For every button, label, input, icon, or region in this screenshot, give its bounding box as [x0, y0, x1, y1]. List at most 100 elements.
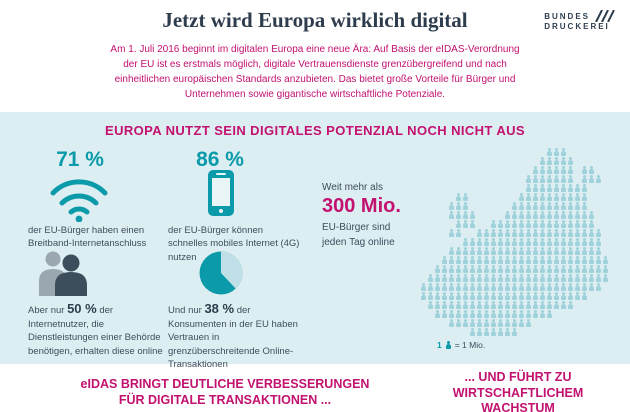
person-icon [561, 301, 566, 309]
person-icon [456, 301, 461, 309]
person-icon [505, 301, 510, 309]
person-icon [589, 229, 594, 237]
person-icon [540, 256, 545, 264]
person-icon [428, 274, 433, 282]
person-icon [596, 175, 601, 183]
person-icon [505, 319, 510, 327]
person-icon [505, 292, 510, 300]
map-legend: 1 = 1 Mio. [437, 340, 485, 350]
person-icon [596, 229, 601, 237]
person-icon [568, 265, 573, 273]
person-icon [582, 247, 587, 255]
person-icon [463, 274, 468, 282]
person-icon [449, 202, 454, 210]
person-icon [547, 175, 552, 183]
person-icon [470, 256, 475, 264]
person-icon [547, 193, 552, 201]
person-icon [540, 193, 545, 201]
person-icon [575, 229, 580, 237]
person-icon [456, 220, 461, 228]
person-icon [477, 319, 482, 327]
page-title: Jetzt wird Europa wirklich digital [162, 8, 468, 32]
person-icon [589, 220, 594, 228]
citizens-icon [32, 250, 92, 301]
person-icon [596, 247, 601, 255]
person-icon [491, 220, 496, 228]
person-icon [575, 202, 580, 210]
person-icon [484, 274, 489, 282]
person-icon [554, 283, 559, 291]
person-icon [477, 301, 482, 309]
person-icon [533, 256, 538, 264]
person-icon [582, 184, 587, 192]
person-icon [519, 211, 524, 219]
person-icon [477, 229, 482, 237]
person-icon [568, 283, 573, 291]
person-icon [519, 283, 524, 291]
person-icon [512, 310, 517, 318]
person-icon [470, 247, 475, 255]
person-icon [561, 274, 566, 282]
person-icon [512, 256, 517, 264]
person-icon [568, 256, 573, 264]
person-icon [540, 220, 545, 228]
egov-prefix: Aber nur [28, 305, 68, 316]
person-icon [463, 265, 468, 273]
person-icon [540, 211, 545, 219]
legend-equals: = 1 Mio. [454, 340, 486, 350]
person-icon [561, 211, 566, 219]
person-icon [561, 220, 566, 228]
person-icon [512, 202, 517, 210]
person-icon [554, 265, 559, 273]
person-icon [491, 328, 496, 336]
footer-left-line2: FÜR DIGITALE TRANSAKTIONEN ... [118, 393, 332, 408]
person-icon [477, 274, 482, 282]
person-icon [540, 229, 545, 237]
person-icon [470, 283, 475, 291]
person-icon [449, 229, 454, 237]
person-icon [533, 310, 538, 318]
person-icon [435, 292, 440, 300]
person-icon [491, 310, 496, 318]
logo-text-line1: BUNDES [544, 11, 590, 21]
person-icon [456, 229, 461, 237]
person-icon [491, 229, 496, 237]
person-icon [554, 256, 559, 264]
person-icon [547, 166, 552, 174]
person-icon [526, 265, 531, 273]
person-icon [533, 193, 538, 201]
person-icon [554, 211, 559, 219]
person-icon [554, 274, 559, 282]
person-icon [519, 202, 524, 210]
person-icon [533, 265, 538, 273]
person-icon [533, 202, 538, 210]
person-icon [561, 175, 566, 183]
person-icon [491, 256, 496, 264]
person-icon [449, 211, 454, 219]
person-icon [547, 238, 552, 246]
person-icon [526, 193, 531, 201]
person-icon [498, 229, 503, 237]
person-icon [526, 220, 531, 228]
person-icon [505, 220, 510, 228]
logo-text-line2: DRUCKEREI [544, 22, 610, 31]
person-icon [470, 310, 475, 318]
person-icon [589, 265, 594, 273]
person-icon [512, 292, 517, 300]
person-icon [484, 265, 489, 273]
person-icon [442, 310, 447, 318]
person-icon [498, 292, 503, 300]
person-icon [540, 175, 545, 183]
person-icon [547, 301, 552, 309]
person-icon [435, 301, 440, 309]
person-icon [540, 202, 545, 210]
person-icon [491, 283, 496, 291]
person-icon [603, 256, 608, 264]
person-icon [526, 319, 531, 327]
person-icon [463, 202, 468, 210]
person-icon [442, 283, 447, 291]
person-icon [512, 220, 517, 228]
person-icon [596, 238, 601, 246]
person-icon [554, 220, 559, 228]
person-icon [484, 247, 489, 255]
